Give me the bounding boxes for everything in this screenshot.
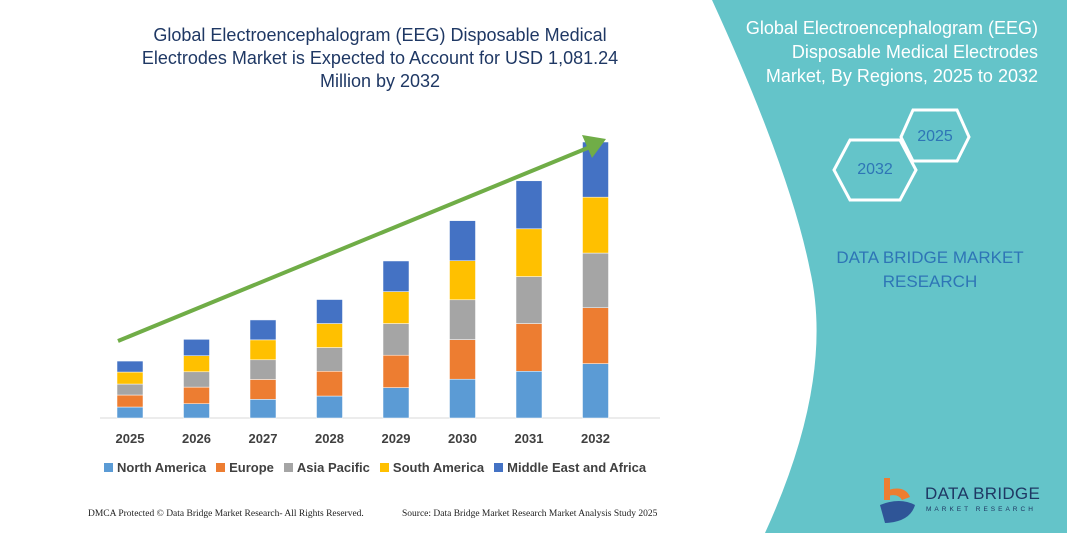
logo-text: DATA BRIDGE: [925, 484, 1041, 503]
x-tick-label: 2027: [249, 431, 278, 446]
bar-2026-south-america: [183, 355, 210, 373]
bar-2025-europe: [116, 394, 144, 408]
bar-2029-europe: [382, 354, 410, 388]
chart-legend: North America Europe Asia Pacific South …: [104, 460, 646, 475]
bar-2032-south-america: [582, 196, 609, 254]
bar-2032-asia-pacific: [582, 252, 609, 308]
bar-2028-middle-east-and-africa: [316, 299, 343, 324]
bar-2029-middle-east-and-africa: [382, 260, 410, 292]
bar-2032-europe: [582, 307, 609, 364]
x-tick-label: 2025: [116, 431, 145, 446]
bar-2028-south-america: [316, 323, 343, 348]
bar-2025-asia-pacific: [116, 383, 144, 396]
legend-item-europe: Europe: [216, 460, 274, 475]
side-panel-title: Global Electroencephalogram (EEG) Dispos…: [745, 18, 1038, 86]
brand-text: DATA BRIDGE MARKET RESEARCH: [836, 248, 1024, 291]
bar-2026-north-america: [183, 403, 210, 419]
bar-2025-south-america: [116, 371, 144, 385]
bar-2031-middle-east-and-africa: [515, 180, 543, 230]
bar-2027-south-america: [249, 339, 277, 361]
bar-2030-south-america: [449, 260, 476, 301]
bar-2027-asia-pacific: [249, 359, 277, 380]
bar-2026-middle-east-and-africa: [183, 339, 210, 356]
bar-2025-north-america: [116, 406, 144, 419]
bar-2030-europe: [449, 339, 476, 380]
bar-2028-europe: [316, 371, 343, 397]
legend-item-south-america: South America: [379, 460, 485, 475]
side-panel-background: [712, 0, 1067, 533]
legend-item-north-america: North America: [104, 460, 206, 475]
trend-arrow-head: [582, 135, 606, 158]
bar-2031-asia-pacific: [515, 276, 543, 324]
legend-label: Asia Pacific: [296, 460, 370, 475]
hexagon-2032: [832, 138, 918, 202]
bar-2031-north-america: [515, 371, 543, 419]
x-tick-label: 2032: [581, 431, 610, 446]
legend-label: North America: [117, 460, 207, 475]
logo-subtext: MARKET RESEARCH: [926, 506, 1036, 513]
footer-copyright: DMCA Protected © Data Bridge Market Rese…: [88, 509, 364, 519]
bar-2030-asia-pacific: [449, 299, 476, 340]
bar-2031-south-america: [515, 228, 543, 277]
bar-2026-asia-pacific: [183, 371, 210, 388]
footer-source: Source: Data Bridge Market Research Mark…: [402, 509, 658, 519]
bar-2027-middle-east-and-africa: [249, 319, 277, 341]
x-tick-label: 2028: [315, 431, 344, 446]
x-tick-label: 2029: [382, 431, 411, 446]
bar-2032-north-america: [582, 363, 609, 419]
bar-2027-north-america: [249, 399, 277, 419]
bar-2031-europe: [515, 323, 543, 372]
bar-2026-europe: [183, 386, 210, 404]
bar-2028-north-america: [316, 395, 343, 419]
logo-icon: [880, 478, 915, 523]
bar-2025-middle-east-and-africa: [116, 360, 144, 373]
legend-item-middle-east-africa: Middle East and Africa: [494, 460, 646, 475]
hexagon-2025: [899, 108, 971, 163]
chart-title: Global Electroencephalogram (EEG) Dispos…: [141, 25, 619, 91]
bar-2029-north-america: [382, 387, 410, 419]
hexagon-2025-label: 2025: [917, 128, 953, 145]
bar-2029-asia-pacific: [382, 323, 410, 356]
x-tick-label: 2031: [515, 431, 544, 446]
legend-label: South America: [392, 460, 485, 475]
bar-2029-south-america: [382, 291, 410, 324]
legend-item-asia-pacific: Asia Pacific: [283, 460, 370, 475]
x-tick-label: 2030: [448, 431, 477, 446]
bar-2027-europe: [249, 379, 277, 400]
bar-2030-middle-east-and-africa: [449, 220, 476, 261]
legend-label: Europe: [229, 460, 274, 475]
x-tick-label: 2026: [182, 431, 211, 446]
trend-arrow: [117, 145, 591, 343]
bar-2030-north-america: [449, 378, 476, 419]
hexagon-2032-label: 2032: [857, 161, 893, 178]
legend-label: Middle East and Africa: [507, 460, 647, 475]
bar-2028-asia-pacific: [316, 347, 343, 372]
